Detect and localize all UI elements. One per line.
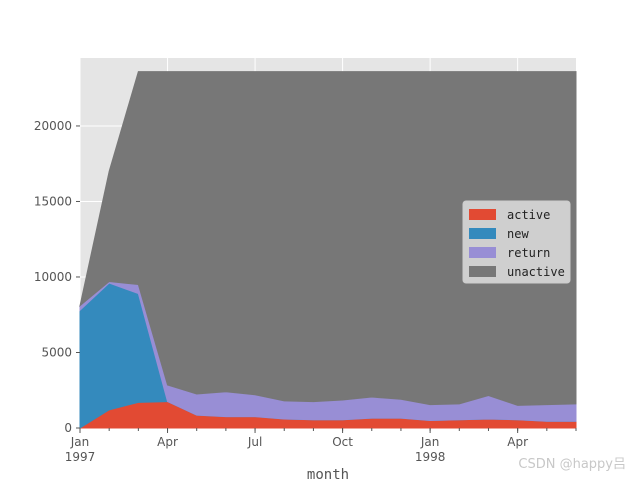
y-axis: 0 5000 10000 15000 20000 xyxy=(34,119,80,435)
legend-swatch-new xyxy=(469,228,496,239)
legend-label-new: new xyxy=(507,227,529,241)
y-tick-label: 0 xyxy=(64,421,72,435)
x-tick-year-label: 1997 xyxy=(65,450,96,464)
y-tick-label: 20000 xyxy=(34,119,72,133)
legend-swatch-return xyxy=(469,247,496,258)
y-tick-label: 5000 xyxy=(41,345,72,359)
x-tick-label: Jan xyxy=(70,435,90,449)
area-unactive xyxy=(79,71,577,406)
y-tick-label: 15000 xyxy=(34,194,72,208)
x-tick-label: Jan xyxy=(420,435,440,449)
watermark: CSDN @happy吕 xyxy=(518,457,626,472)
y-tick-label: 10000 xyxy=(34,270,72,284)
legend-swatch-unactive xyxy=(469,266,496,277)
series-areas xyxy=(78,71,577,429)
legend-label-return: return xyxy=(507,246,550,260)
x-tick-label: Jul xyxy=(247,435,262,449)
x-tick-label: Oct xyxy=(332,435,353,449)
x-tick-label: Apr xyxy=(507,435,528,449)
legend-label-active: active xyxy=(507,208,550,222)
legend-swatch-active xyxy=(469,209,496,220)
legend-label-unactive: unactive xyxy=(507,265,565,279)
legend-box xyxy=(462,200,571,284)
legend: active new return unactive xyxy=(462,200,571,284)
x-axis-title: month xyxy=(307,467,349,480)
x-tick-year-label: 1998 xyxy=(415,450,446,464)
x-tick-label: Apr xyxy=(157,435,178,449)
